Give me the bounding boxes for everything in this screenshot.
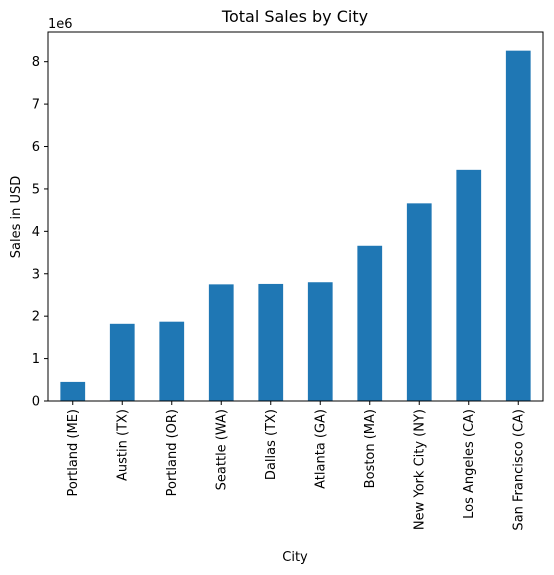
y-tick-label: 5 xyxy=(32,182,40,197)
bar xyxy=(406,203,432,401)
y-tick-label: 0 xyxy=(32,395,40,410)
bar xyxy=(456,169,482,401)
x-tick-label: Seattle (WA) xyxy=(214,409,229,490)
bars xyxy=(60,50,531,401)
bar xyxy=(307,282,333,401)
chart-title: Total Sales by City xyxy=(221,7,368,26)
x-tick-label: Dallas (TX) xyxy=(264,409,279,480)
bar xyxy=(60,381,86,401)
x-tick-label: Austin (TX) xyxy=(115,409,130,481)
y-tick-label: 3 xyxy=(32,267,40,282)
x-tick-label: Los Angeles (CA) xyxy=(462,409,477,519)
x-tick-label: Boston (MA) xyxy=(363,409,378,488)
bar xyxy=(505,50,531,401)
x-tick-label: Portland (OR) xyxy=(165,409,180,496)
y-tick-label: 8 xyxy=(32,55,40,70)
bar xyxy=(208,284,234,401)
y-tick-label: 6 xyxy=(32,140,40,155)
y-offset-label: 1e6 xyxy=(48,17,73,32)
x-axis-label: City xyxy=(282,550,308,565)
x-tick-label: San Francisco (CA) xyxy=(511,409,526,531)
y-tick-label: 7 xyxy=(32,98,40,113)
x-tick-label: Portland (ME) xyxy=(66,409,81,497)
x-tick-label: New York City (NY) xyxy=(412,409,427,530)
bar xyxy=(109,323,135,401)
y-axis-ticks: 0 1 2 3 4 5 6 7 8 xyxy=(32,55,48,410)
bar xyxy=(159,321,185,401)
bar xyxy=(258,283,284,401)
x-tick-label: Atlanta (GA) xyxy=(313,409,328,489)
y-tick-label: 1 xyxy=(32,352,40,367)
bar xyxy=(357,245,383,401)
y-tick-label: 4 xyxy=(32,225,40,240)
plot-frame xyxy=(47,31,544,402)
x-axis-ticks: Portland (ME) Austin (TX) Portland (OR) Sea… xyxy=(66,401,526,531)
y-axis-label: Sales in USD xyxy=(9,176,24,259)
y-tick-label: 2 xyxy=(32,310,40,325)
